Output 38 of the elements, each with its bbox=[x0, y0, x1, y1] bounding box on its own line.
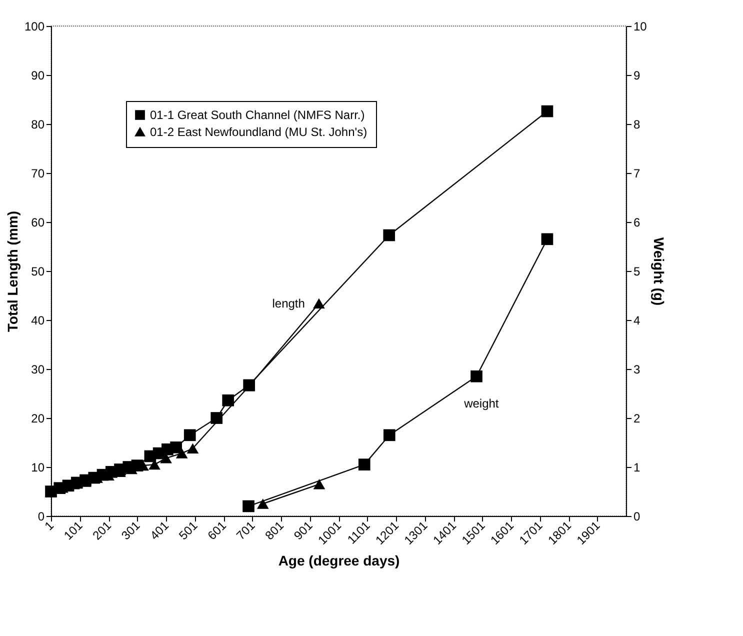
x-tick-label: 201 bbox=[90, 518, 114, 543]
y-tick-label: 30 bbox=[31, 362, 45, 376]
y-axis-title: Total Length (mm) bbox=[4, 210, 20, 332]
annotation: length bbox=[272, 296, 305, 310]
y2-tick-label: 8 bbox=[634, 118, 640, 132]
x-tick-label: 101 bbox=[61, 518, 86, 543]
annotation: weight bbox=[463, 396, 500, 411]
x-tick-label: 301 bbox=[118, 518, 143, 543]
y-tick-label: 70 bbox=[31, 166, 45, 180]
y2-tick-label: 1 bbox=[634, 460, 640, 474]
y2-tick-label: 7 bbox=[634, 166, 640, 180]
y2-tick-label: 4 bbox=[634, 314, 640, 328]
legend-label: 01-1 Great South Channel (NMFS Narr.) bbox=[150, 108, 365, 122]
x-tick-label: 801 bbox=[262, 518, 287, 543]
x-axis-title: Age (degree days) bbox=[278, 552, 400, 569]
x-tick-label: 901 bbox=[291, 518, 316, 543]
x-tick-label: 501 bbox=[176, 518, 200, 543]
y-tick-label: 80 bbox=[31, 118, 45, 132]
x-tick-label: 601 bbox=[204, 518, 230, 543]
y-tick-label: 20 bbox=[31, 412, 45, 426]
y2-tick-label: 10 bbox=[634, 20, 648, 34]
y2-tick-label: 5 bbox=[634, 264, 640, 278]
x-tick-label: 701 bbox=[234, 518, 258, 543]
y-tick-label: 10 bbox=[31, 460, 45, 474]
y2-tick-label: 2 bbox=[634, 412, 640, 426]
y2-tick-label: 3 bbox=[634, 362, 640, 376]
legend-label: 01-2 East Newfoundland (MU St. John's) bbox=[150, 125, 368, 139]
y-tick-label: 0 bbox=[38, 510, 45, 524]
x-tick-label: 401 bbox=[147, 518, 172, 543]
y-tick-label: 90 bbox=[31, 68, 45, 82]
y-tick-label: 50 bbox=[31, 264, 45, 278]
y-tick-label: 60 bbox=[31, 216, 45, 230]
y-tick-label: 40 bbox=[31, 314, 45, 328]
y2-tick-label: 6 bbox=[634, 216, 640, 230]
y2-tick-label: 9 bbox=[634, 68, 640, 82]
y2-axis-title: Weight (g) bbox=[650, 237, 667, 306]
y-tick-label: 100 bbox=[24, 20, 45, 34]
y2-tick-label: 0 bbox=[634, 510, 640, 524]
